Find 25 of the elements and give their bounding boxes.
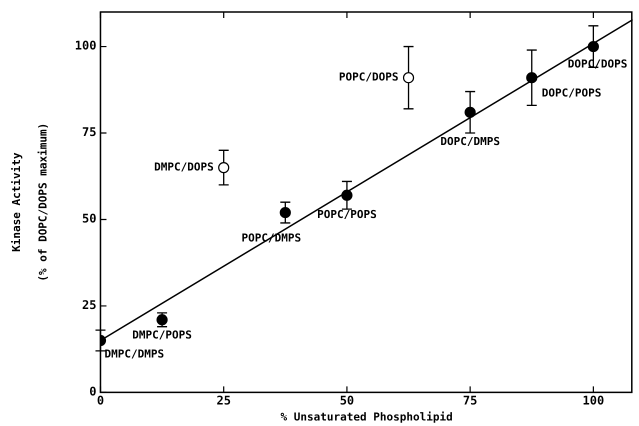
annotation: DOPC/POPS (542, 86, 602, 100)
point (464, 106, 476, 118)
y-tick-label: 0 (89, 384, 96, 399)
annotation: POPC/DOPS (338, 70, 399, 84)
x-tick-label: 100 (582, 394, 604, 408)
x-tick-label: 50 (340, 394, 354, 408)
point (218, 162, 230, 174)
y-tick-label: 25 (82, 298, 96, 312)
y-tick-label: 50 (82, 212, 96, 226)
x-tick-label: 25 (216, 394, 231, 408)
x-axis-title: % Unsaturated Phospholipid (280, 410, 453, 424)
y-tick-label: 75 (82, 125, 96, 140)
point (280, 206, 291, 218)
point (341, 190, 353, 201)
annotation: DMPC/POPS (132, 328, 192, 342)
point (526, 72, 538, 84)
point (402, 72, 414, 84)
annotation: DMPC/DMPS (104, 347, 164, 360)
point (588, 40, 599, 52)
x-tick-label: 75 (462, 394, 478, 408)
y-tick-label: 100 (74, 38, 96, 53)
annotation: POPC/POPS (317, 208, 377, 222)
annotation: DOPC/DMPS (440, 135, 500, 148)
text: Kinase Activity (% of DOPC/DOPS maximum) (10, 122, 50, 282)
annotation: DMPC/DOPS (154, 160, 214, 174)
